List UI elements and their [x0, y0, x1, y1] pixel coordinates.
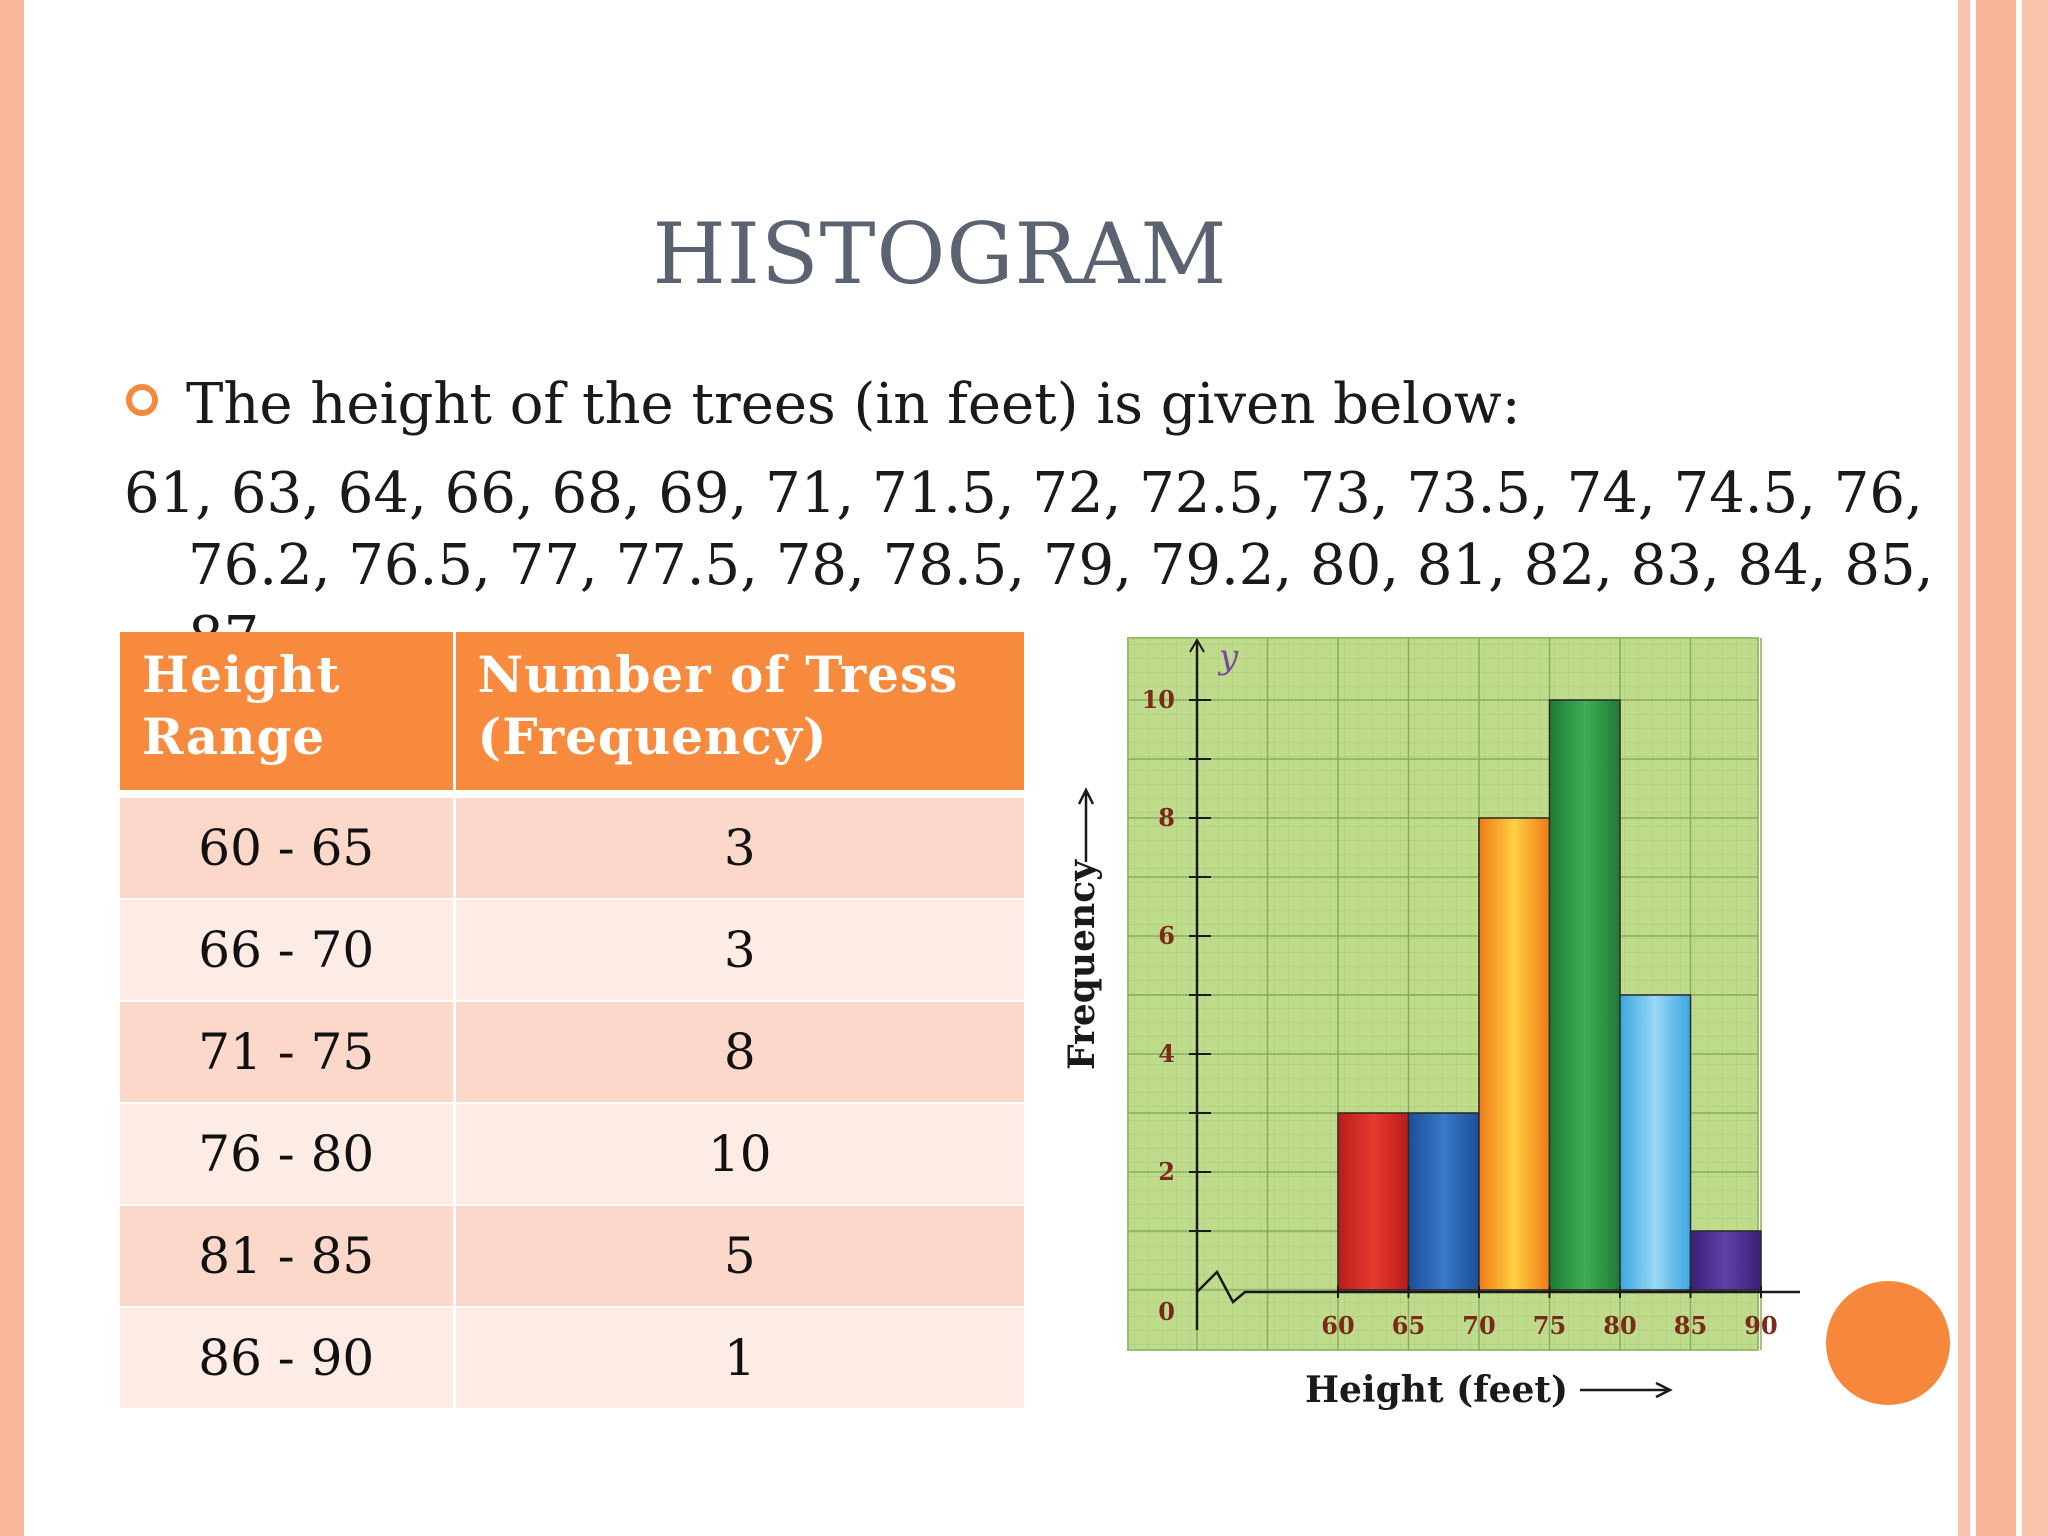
cell-range: 86 - 90 — [120, 1307, 456, 1410]
y-axis-title-arrow-icon — [1077, 787, 1095, 862]
histogram-bar — [1689, 1230, 1762, 1291]
intro-text: The height of the trees (in feet) is giv… — [186, 372, 1521, 437]
header-height-range: Height Range — [120, 632, 456, 794]
cell-range: 71 - 75 — [120, 1001, 456, 1104]
slide-title: HISTOGRAM — [652, 205, 1228, 303]
tree-heights-list: 61, 63, 64, 66, 68, 69, 71, 71.5, 72, 72… — [124, 461, 1934, 670]
table-row: 76 - 80 10 — [120, 1103, 1024, 1206]
x-tick-label: 65 — [1392, 1311, 1425, 1340]
histogram-bar — [1337, 1112, 1410, 1291]
histogram-bar — [1478, 817, 1551, 1291]
table-row: 86 - 90 1 — [120, 1307, 1024, 1410]
x-tick-label: 60 — [1321, 1311, 1354, 1340]
y-tick-label: 6 — [1158, 921, 1175, 950]
x-tick-label: 75 — [1533, 1311, 1566, 1340]
cell-frequency: 3 — [454, 899, 1024, 1002]
histogram-bar — [1548, 699, 1621, 1291]
bullet-circle-icon — [126, 384, 158, 416]
y-tick-label: 0 — [1158, 1297, 1175, 1326]
cell-range: 81 - 85 — [120, 1205, 456, 1308]
table-header-row: Height Range Number of Tress (Frequency) — [120, 632, 1024, 794]
cell-frequency: 10 — [454, 1103, 1024, 1206]
histogram-bar — [1619, 994, 1692, 1291]
table-row: 60 - 65 3 — [120, 794, 1024, 900]
histogram-svg: 0246810y60657075808590xHeight (feet)Freq… — [1061, 637, 1854, 1411]
table-row: 71 - 75 8 — [120, 1001, 1024, 1104]
y-axis-title: Frequency — [1061, 859, 1103, 1070]
left-border-stripe — [0, 0, 24, 1536]
histogram-bar — [1407, 1112, 1480, 1291]
y-tick-label: 2 — [1158, 1157, 1175, 1186]
cell-range: 66 - 70 — [120, 899, 456, 1002]
x-axis-line — [1196, 1269, 1852, 1304]
cell-frequency: 5 — [454, 1205, 1024, 1308]
x-tick-label: 80 — [1603, 1311, 1636, 1340]
right-border-stripe — [1976, 0, 2016, 1536]
header-frequency: Number of Tress (Frequency) — [454, 632, 1024, 794]
histogram-chart: 0246810y60657075808590xHeight (feet)Freq… — [1050, 630, 1854, 1420]
decorative-orange-circle — [1826, 1281, 1950, 1405]
table-row: 66 - 70 3 — [120, 899, 1024, 1002]
cell-range: 76 - 80 — [120, 1103, 456, 1206]
y-tick-label: 8 — [1158, 803, 1175, 832]
right-border-stripe — [2022, 0, 2048, 1536]
y-axis-arrow-icon — [1189, 638, 1205, 653]
x-axis-title: Height (feet) — [1305, 1369, 1568, 1411]
y-axis-symbol: y — [1217, 637, 1239, 677]
x-tick-label: 70 — [1462, 1311, 1495, 1340]
cell-range: 60 - 65 — [120, 794, 456, 900]
right-border-stripe — [1958, 0, 1970, 1536]
frequency-table: Height Range Number of Tress (Frequency)… — [120, 632, 1024, 1410]
x-axis-title-arrow-icon — [1580, 1381, 1673, 1399]
table-row: 81 - 85 5 — [120, 1205, 1024, 1308]
y-tick-label: 4 — [1158, 1039, 1175, 1068]
x-tick-label: 85 — [1674, 1311, 1707, 1340]
cell-frequency: 3 — [454, 794, 1024, 900]
cell-frequency: 1 — [454, 1307, 1024, 1410]
cell-frequency: 8 — [454, 1001, 1024, 1104]
x-tick-label: 90 — [1744, 1311, 1777, 1340]
y-tick-label: 10 — [1142, 685, 1175, 714]
